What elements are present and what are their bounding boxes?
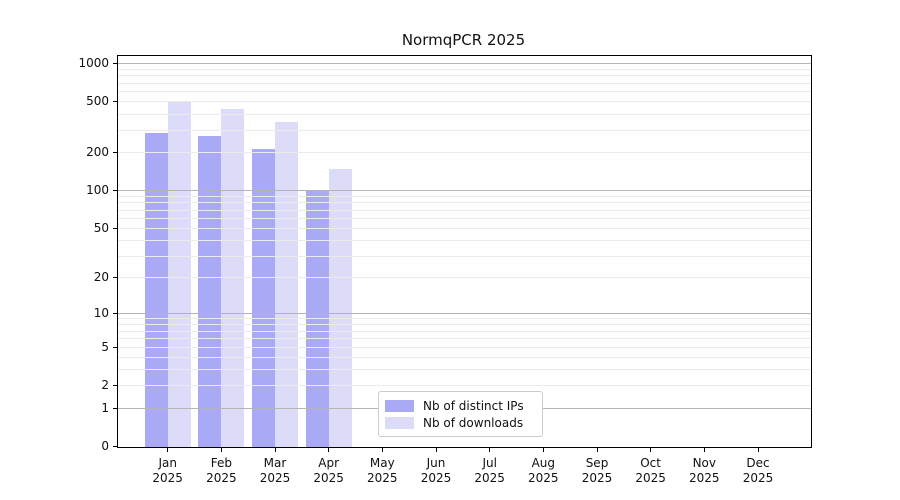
x-tick-mark [489, 448, 491, 452]
x-tick-year: 2025 [313, 471, 344, 485]
y-tick-mark [113, 346, 118, 348]
legend-item-downloads: Nb of downloads [385, 414, 535, 431]
y-tick-label: 20 [93, 270, 109, 285]
x-tick-label: Mar 2025 [247, 456, 303, 486]
y-tick-mark [113, 101, 118, 103]
bar-downloads [275, 122, 299, 447]
bar-downloads [221, 108, 245, 447]
chart-title: NormqPCR 2025 [401, 31, 526, 49]
x-tick-year: 2025 [206, 471, 237, 485]
x-tick-month: Jul [482, 456, 497, 470]
x-tick-label: Jul 2025 [462, 456, 518, 486]
y-tick-mark [113, 228, 118, 229]
x-tick-label: May 2025 [354, 456, 410, 486]
y-tick-label: 50 [93, 221, 109, 235]
bar-distinct-ips [144, 133, 168, 447]
y-tick-label: 2 [101, 378, 109, 393]
x-tick-month: Dec [746, 456, 770, 470]
y-tick-mark [113, 277, 118, 279]
x-tick-year: 2025 [581, 471, 613, 485]
x-tick-year: 2025 [367, 471, 398, 485]
bar-distinct-ips [198, 136, 222, 447]
y-tick-mark [113, 407, 118, 409]
x-tick-month: Nov [692, 456, 716, 470]
plot-area: Nb of distinct IPs Nb of downloads Jan 20… [113, 55, 812, 485]
x-tick-year: 2025 [528, 471, 559, 485]
bar-distinct-ips [305, 190, 329, 447]
x-tick-mark [381, 448, 383, 452]
x-tick-year: 2025 [742, 471, 774, 485]
y-tick-mark [113, 446, 118, 447]
x-tick-label: Aug 2025 [515, 456, 571, 486]
x-tick-month: Feb [210, 456, 233, 470]
y-tick-mark [113, 190, 118, 192]
x-tick-mark [220, 448, 222, 452]
x-tick-mark [542, 448, 544, 452]
x-tick-mark [757, 448, 759, 452]
x-tick-mark [596, 448, 598, 452]
x-tick-year: 2025 [259, 471, 291, 485]
x-tick-label: Sep 2025 [569, 456, 625, 486]
x-tick-label: Jan 2025 [140, 456, 196, 486]
x-tick-mark [167, 448, 169, 452]
x-tick-label: Feb 2025 [193, 456, 249, 486]
x-tick-mark [650, 448, 652, 452]
y-tick-label: 5 [101, 339, 109, 354]
bar-distinct-ips [252, 149, 276, 447]
legend-label-downloads: Nb of downloads [423, 415, 524, 430]
y-tick-mark [113, 63, 118, 64]
y-tick-label: 500 [86, 94, 109, 109]
x-tick-label: Nov 2025 [676, 456, 732, 486]
x-tick-label: Oct 2025 [623, 456, 679, 486]
bars-layer [118, 56, 811, 447]
legend-label-distinct-ips: Nb of distinct IPs [423, 398, 524, 413]
bar-downloads [167, 101, 191, 447]
x-tick-month: Jan [158, 456, 177, 470]
y-tick-mark [113, 313, 118, 315]
x-tick-mark [703, 448, 705, 452]
bar-downloads [328, 168, 352, 447]
x-tick-year: 2025 [635, 471, 666, 485]
x-tick-month: Sep [585, 456, 609, 470]
x-tick-year: 2025 [474, 471, 505, 485]
y-tick-mark [113, 152, 118, 153]
legend-item-distinct-ips: Nb of distinct IPs [385, 397, 535, 414]
x-tick-month: Oct [640, 456, 661, 470]
y-tick-label: 0 [101, 439, 109, 453]
x-tick-label: Dec 2025 [730, 456, 786, 486]
distinct-ips-swatch [385, 399, 414, 412]
y-tick-label: 10 [93, 306, 109, 321]
downloads-swatch [385, 416, 414, 429]
x-tick-mark [435, 448, 437, 452]
x-tick-mark [328, 448, 330, 452]
x-tick-year: 2025 [689, 471, 720, 485]
x-tick-month: Mar [263, 456, 287, 470]
x-tick-month: Apr [318, 456, 340, 470]
y-tick-mark [113, 385, 118, 387]
x-tick-year: 2025 [420, 471, 452, 485]
x-tick-label: Jun 2025 [408, 456, 464, 486]
x-tick-month: Aug [531, 456, 556, 470]
y-tick-label: 1 [101, 400, 109, 415]
x-tick-year: 2025 [152, 471, 183, 485]
x-tick-month: Jun [426, 456, 446, 470]
x-tick-mark [274, 448, 276, 452]
legend: Nb of distinct IPs Nb of downloads [378, 391, 543, 437]
y-tick-label: 1000 [78, 56, 109, 70]
y-tick-label: 200 [86, 145, 109, 159]
x-tick-label: Apr 2025 [301, 456, 357, 486]
y-tick-label: 100 [86, 183, 109, 198]
x-tick-month: May [369, 456, 395, 470]
